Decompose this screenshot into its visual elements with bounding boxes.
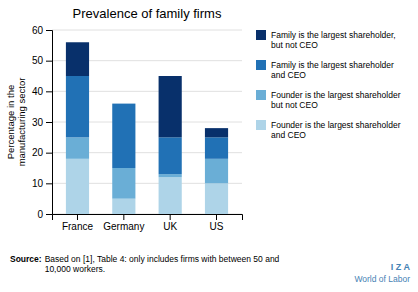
bar-segment (159, 177, 182, 214)
y-tick-mark (46, 153, 52, 154)
x-tick-label: US (210, 221, 224, 232)
y-tick-label: 50 (32, 55, 44, 66)
y-tick-label: 10 (32, 178, 44, 189)
x-tick-label: Germany (103, 221, 144, 232)
x-tick: US (210, 214, 224, 232)
x-tick: Germany (103, 214, 144, 232)
x-tick-mark (123, 214, 124, 220)
bar-segment (205, 159, 228, 184)
bar-segment (205, 128, 228, 137)
x-tick-mark (170, 214, 171, 220)
y-tick: 30 (32, 117, 52, 128)
legend-swatch (256, 60, 266, 70)
bar-segment (66, 137, 89, 158)
bar-segment (112, 168, 135, 199)
plot: 0 10 20 30 40 50 60 France Germany UK US (32, 25, 243, 232)
bar-segment (159, 174, 182, 177)
y-tick: 60 (32, 25, 52, 36)
series (66, 137, 228, 198)
x-tick: France (62, 214, 94, 232)
legend-label: Family is the largest shareholder,but no… (271, 30, 396, 50)
y-tick: 10 (32, 178, 52, 189)
y-axis-title: Percentage in themanufacturing sector (5, 78, 27, 167)
y-tick-label: 0 (37, 209, 43, 220)
legend-item: Founder is the largest shareholderbut no… (256, 90, 401, 110)
y-tick-mark (46, 183, 52, 184)
bar-segment (205, 183, 228, 214)
y-tick: 50 (32, 55, 52, 66)
legend-swatch (256, 30, 266, 40)
x-axis: France Germany UK US (53, 214, 243, 232)
series (66, 42, 228, 137)
bar-segment (159, 137, 182, 174)
series (66, 159, 228, 214)
legend-label: Founder is the largest shareholderbut no… (271, 90, 401, 110)
y-tick-label: 60 (32, 25, 44, 36)
y-tick: 40 (32, 86, 52, 97)
legend-item: Family is the largest shareholderand CEO (256, 60, 394, 80)
x-axis-line (53, 215, 243, 221)
chart: 0 10 20 30 40 50 60 France Germany UK US Prevalence… (0, 0, 418, 292)
series (66, 76, 228, 174)
x-tick-mark (216, 214, 217, 220)
bars (66, 42, 228, 214)
grid (52, 30, 242, 214)
y-tick-label: 20 (32, 147, 44, 158)
y-tick: 0 (37, 209, 52, 220)
x-tick: UK (163, 214, 177, 232)
x-tick-mark (77, 214, 78, 220)
legend-label: Founder is the largest shareholderand CE… (271, 120, 401, 140)
bar-segment (205, 137, 228, 158)
logo-line1: I Z A (391, 262, 411, 272)
bar-segment (112, 103, 135, 104)
bar-segment (66, 159, 89, 214)
y-axis: 0 10 20 30 40 50 60 (32, 25, 53, 220)
y-axis-line (46, 31, 53, 215)
source-label: Source: (10, 254, 42, 264)
bar-segment (66, 42, 89, 76)
y-tick-mark (46, 91, 52, 92)
y-tick-label: 40 (32, 86, 44, 97)
y-tick-label: 30 (32, 117, 44, 128)
legend-label: Family is the largest shareholderand CEO (271, 60, 394, 80)
y-tick-mark (46, 30, 52, 31)
bar-segment (159, 76, 182, 137)
bar-segment (112, 199, 135, 214)
bar-segment (66, 76, 89, 137)
grid-line (52, 30, 242, 31)
legend-item: Founder is the largest shareholderand CE… (256, 120, 401, 140)
bar-segment (112, 104, 135, 168)
legend-item: Family is the largest shareholder,but no… (256, 30, 396, 50)
x-tick-label: UK (163, 221, 177, 232)
y-tick-mark (46, 122, 52, 123)
source-text: Based on [1], Table 4: only includes fir… (45, 254, 280, 274)
title: Prevalence of family firms (73, 6, 222, 21)
legend-swatch (256, 120, 266, 130)
x-tick-label: France (62, 221, 94, 232)
legend-swatch (256, 90, 266, 100)
y-tick: 20 (32, 147, 52, 158)
legend: Family is the largest shareholder,but no… (256, 30, 401, 140)
y-tick-mark (46, 61, 52, 62)
y-tick-mark (46, 214, 52, 215)
logo-line2: World of Labor (354, 274, 410, 284)
